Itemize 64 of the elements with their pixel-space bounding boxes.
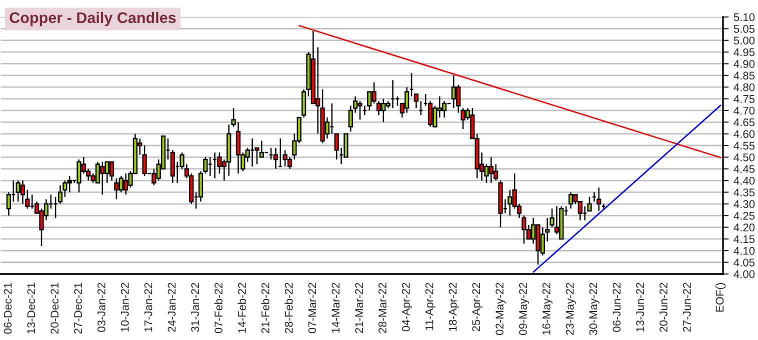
candlestick bbox=[273, 147, 278, 170]
y-tick-label: 4.75 bbox=[734, 95, 755, 103]
x-tick-label: 06-Jun-22 bbox=[612, 282, 621, 332]
y-tick-label: 4.95 bbox=[734, 48, 755, 56]
x-tick-label: 02-May-22 bbox=[496, 282, 506, 336]
x-tick-label: 07-Feb-22 bbox=[214, 282, 222, 334]
candlestick bbox=[414, 93, 419, 109]
x-tick-label: 25-Apr-22 bbox=[472, 282, 482, 332]
y-tick-label: 4.25 bbox=[734, 212, 755, 220]
y-tick-label: 5.00 bbox=[734, 36, 755, 44]
x-tick-label: 20-Jun-22 bbox=[660, 282, 668, 332]
x-tick-label: 31-Jan-22 bbox=[191, 282, 200, 332]
x-tick-label: 18-Apr-22 bbox=[448, 282, 459, 331]
y-tick-label: 5.05 bbox=[734, 24, 755, 33]
y-tick-label: 4.50 bbox=[734, 153, 755, 162]
y-tick-label: 4.85 bbox=[734, 72, 755, 80]
x-tick-label: 04-Apr-22 bbox=[402, 282, 412, 332]
x-tick-label: 23-May-22 bbox=[566, 282, 576, 335]
x-tick-label: 21-Feb-22 bbox=[261, 282, 270, 334]
x-tick-label: 27-Jun-22 bbox=[682, 282, 691, 332]
x-tick-label: 30-May-22 bbox=[589, 282, 600, 336]
x-tick-label: 03-Jan-22 bbox=[98, 282, 106, 332]
y-tick-label: 4.65 bbox=[734, 118, 755, 126]
x-tick-label: 07-Mar-22 bbox=[308, 282, 316, 334]
y-tick-label: 4.90 bbox=[734, 60, 755, 68]
x-tick-label: 09-May-22 bbox=[519, 282, 530, 336]
x-tick-label: 11-Apr-22 bbox=[425, 282, 436, 330]
candlestick bbox=[6, 192, 12, 216]
x-tick-label: 13-Jun-22 bbox=[636, 282, 644, 332]
y-tick-label: 4.60 bbox=[734, 130, 755, 138]
y-tick-label: 4.10 bbox=[734, 246, 755, 255]
candlestick bbox=[170, 150, 175, 184]
y-tick-label: 4.00 bbox=[734, 270, 755, 278]
x-tick-label: 28-Feb-22 bbox=[284, 282, 293, 334]
x-tick-label: 28-Mar-22 bbox=[378, 282, 386, 334]
x-tick-label: 16-May-22 bbox=[542, 282, 553, 335]
y-tick-label: 4.20 bbox=[734, 224, 755, 232]
y-tick-label: 4.05 bbox=[734, 258, 755, 266]
chart-title: Copper - Daily Candles bbox=[10, 12, 176, 26]
candlestick bbox=[287, 156, 292, 170]
y-tick-label: 4.15 bbox=[734, 235, 755, 244]
x-tick-label: 20-Dec-21 bbox=[50, 282, 59, 334]
candlestick bbox=[109, 161, 114, 182]
y-tick-label: 4.40 bbox=[734, 176, 755, 185]
y-tick-label: 4.30 bbox=[734, 200, 755, 208]
x-tick-label: 27-Dec-21 bbox=[74, 282, 82, 334]
y-tick-label: 4.35 bbox=[734, 188, 755, 196]
x-tick-label: 21-Mar-22 bbox=[355, 282, 363, 334]
y-tick-label: 4.80 bbox=[734, 83, 755, 92]
y-tick-label: 4.55 bbox=[734, 142, 755, 150]
y-tick-label: 5.10 bbox=[734, 13, 755, 22]
x-tick-label: 17-Jan-22 bbox=[144, 282, 152, 332]
candlestick bbox=[334, 133, 339, 160]
x-tick-label: EOF() bbox=[715, 283, 726, 312]
x-tick-label: 10-Jan-22 bbox=[120, 282, 129, 332]
x-tick-label: 14-Feb-22 bbox=[238, 282, 246, 333]
x-tick-label: 13-Dec-21 bbox=[27, 282, 36, 334]
x-tick-label: 24-Jan-22 bbox=[168, 282, 176, 332]
candlestick bbox=[596, 186, 602, 212]
x-tick-label: 06-Dec-21 bbox=[4, 282, 12, 334]
x-tick-label: 14-Mar-22 bbox=[332, 282, 340, 333]
candlestick bbox=[58, 184, 63, 205]
y-tick-label: 4.70 bbox=[734, 106, 755, 115]
y-tick-label: 4.45 bbox=[734, 165, 755, 173]
